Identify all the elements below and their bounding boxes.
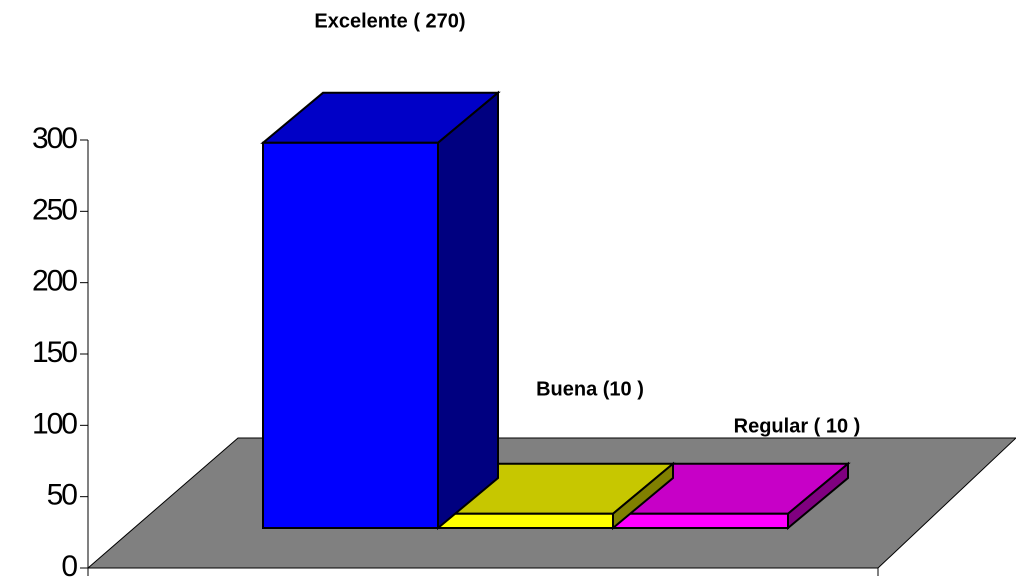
data-label: Excelente ( 270)	[314, 10, 465, 32]
bar	[262, 141, 439, 530]
y-tick-label: 150	[32, 336, 77, 369]
bar	[437, 512, 614, 530]
data-label: Regular ( 10 )	[734, 415, 861, 437]
y-tick-label: 100	[32, 407, 77, 440]
y-tick-label: 250	[32, 193, 77, 226]
y-tick-label: 50	[47, 479, 78, 512]
y-tick-label: 300	[32, 122, 77, 155]
bar-side	[437, 90, 499, 531]
data-label: Buena (10 )	[536, 378, 644, 400]
y-tick-label: 200	[32, 265, 77, 298]
bar	[612, 512, 789, 530]
y-tick-label: 0	[61, 550, 77, 583]
